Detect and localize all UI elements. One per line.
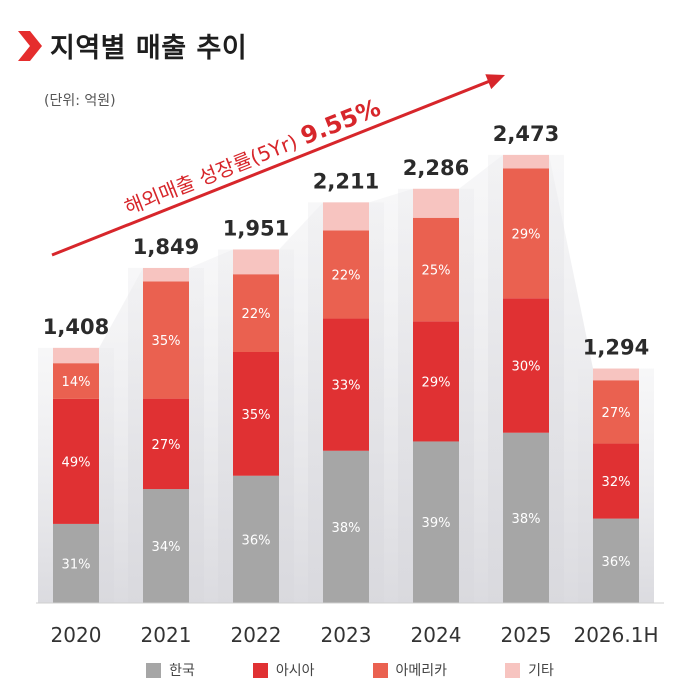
bar-segment <box>503 154 549 169</box>
total-value-label: 1,849 <box>133 235 199 259</box>
growth-rate-label: 해외매출 성장률(5Yr) <box>121 127 307 220</box>
chart-title: 지역별 매출 추이 <box>50 33 248 64</box>
bar-segment <box>593 368 639 381</box>
bar-segment <box>143 281 189 399</box>
legend-label: 아시아 <box>275 663 315 679</box>
bar-segment <box>593 518 639 603</box>
segment-percent-label: 14% <box>62 375 91 390</box>
legend-item: 한국 <box>146 660 195 680</box>
x-axis-tick-label: 2024 <box>411 623 462 647</box>
total-value-label: 1,408 <box>43 315 109 339</box>
total-value-label: 2,473 <box>493 122 559 146</box>
segment-percent-label: 30% <box>512 360 541 375</box>
unit-label: (단위: 억원) <box>44 93 116 109</box>
total-value-label: 2,286 <box>403 156 469 180</box>
growth-arrow-line <box>51 78 493 257</box>
growth-rate-annotation: 해외매출 성장률(5Yr) 9.55% <box>120 94 385 221</box>
legend-swatch <box>252 662 268 678</box>
segment-percent-label: 32% <box>602 475 631 490</box>
growth-arrow-head <box>485 74 505 90</box>
legend-swatch <box>505 662 521 678</box>
legend-label: 아메리카 <box>395 663 448 679</box>
bar-segment <box>323 230 369 319</box>
segment-percent-label: 29% <box>512 227 541 242</box>
legend-item: 아메리카 <box>372 660 448 680</box>
segment-percent-label: 33% <box>332 379 361 394</box>
bar-segment <box>593 380 639 444</box>
x-axis-tick-label: 2020 <box>51 623 102 647</box>
legend-label: 한국 <box>169 663 195 679</box>
bar-segment <box>593 443 639 519</box>
segment-percent-label: 38% <box>512 512 541 527</box>
bar-segment <box>233 249 279 275</box>
segment-percent-label: 25% <box>422 264 451 279</box>
legend-item: 아시아 <box>252 660 315 680</box>
segment-percent-label: 22% <box>332 268 361 283</box>
segment-percent-label: 35% <box>152 334 181 349</box>
segment-percent-label: 34% <box>152 540 181 555</box>
bar-segment <box>233 351 279 476</box>
bar-segment <box>413 217 459 322</box>
bar-segment <box>53 363 99 399</box>
bar-segment <box>503 298 549 433</box>
chart-legend: 한국 아시아 아메리카 기타 <box>0 660 700 680</box>
bar-segment <box>413 321 459 442</box>
segment-percent-label: 27% <box>602 406 631 421</box>
x-axis-tick-label: 2023 <box>321 623 372 647</box>
bar-segment <box>413 188 459 218</box>
x-axis-tick-label: 2022 <box>231 623 282 647</box>
total-value-label: 1,951 <box>223 216 289 240</box>
total-value-label: 1,294 <box>583 336 649 360</box>
total-value-label: 2,211 <box>313 169 379 193</box>
x-axis-tick-label: 2021 <box>141 623 192 647</box>
bar-segment <box>53 347 99 364</box>
x-axis-tick-label: 2025 <box>501 623 552 647</box>
legend-label: 기타 <box>528 663 554 679</box>
segment-percent-label: 22% <box>242 307 271 322</box>
bar-segment <box>503 168 549 299</box>
bar-segment <box>233 274 279 352</box>
segment-percent-label: 38% <box>332 521 361 536</box>
x-axis-tick-label: 2026.1H <box>573 623 658 647</box>
stacked-bar-chart: 31% 49% 14% 1,408 2020 34% 27% 35% 1,849 2021 36% 3… <box>36 74 664 647</box>
bar-segment <box>143 398 189 490</box>
bar-segment <box>503 432 549 603</box>
segment-percent-label: 39% <box>422 516 451 531</box>
segment-percent-label: 31% <box>62 557 91 572</box>
bar-segment <box>413 441 459 603</box>
legend-swatch <box>372 662 388 678</box>
bar-segment <box>143 267 189 282</box>
segment-percent-label: 36% <box>242 533 271 548</box>
chevron-right-icon <box>18 30 42 61</box>
legend-swatch <box>146 662 162 678</box>
bar-segment <box>53 523 99 603</box>
chart-title-block: 지역별 매출 추이 <box>16 26 247 65</box>
bar-segment <box>53 398 99 524</box>
bar-segment <box>323 202 369 231</box>
bar-segment <box>323 450 369 603</box>
segment-percent-label: 29% <box>422 375 451 390</box>
bar-segment <box>323 318 369 451</box>
legend-item: 기타 <box>505 660 554 680</box>
bar-segment <box>233 475 279 603</box>
segment-percent-label: 35% <box>242 408 271 423</box>
segment-percent-label: 49% <box>62 455 91 470</box>
bar-segment <box>143 489 189 603</box>
segment-percent-label: 36% <box>602 555 631 570</box>
segment-percent-label: 27% <box>152 438 181 453</box>
